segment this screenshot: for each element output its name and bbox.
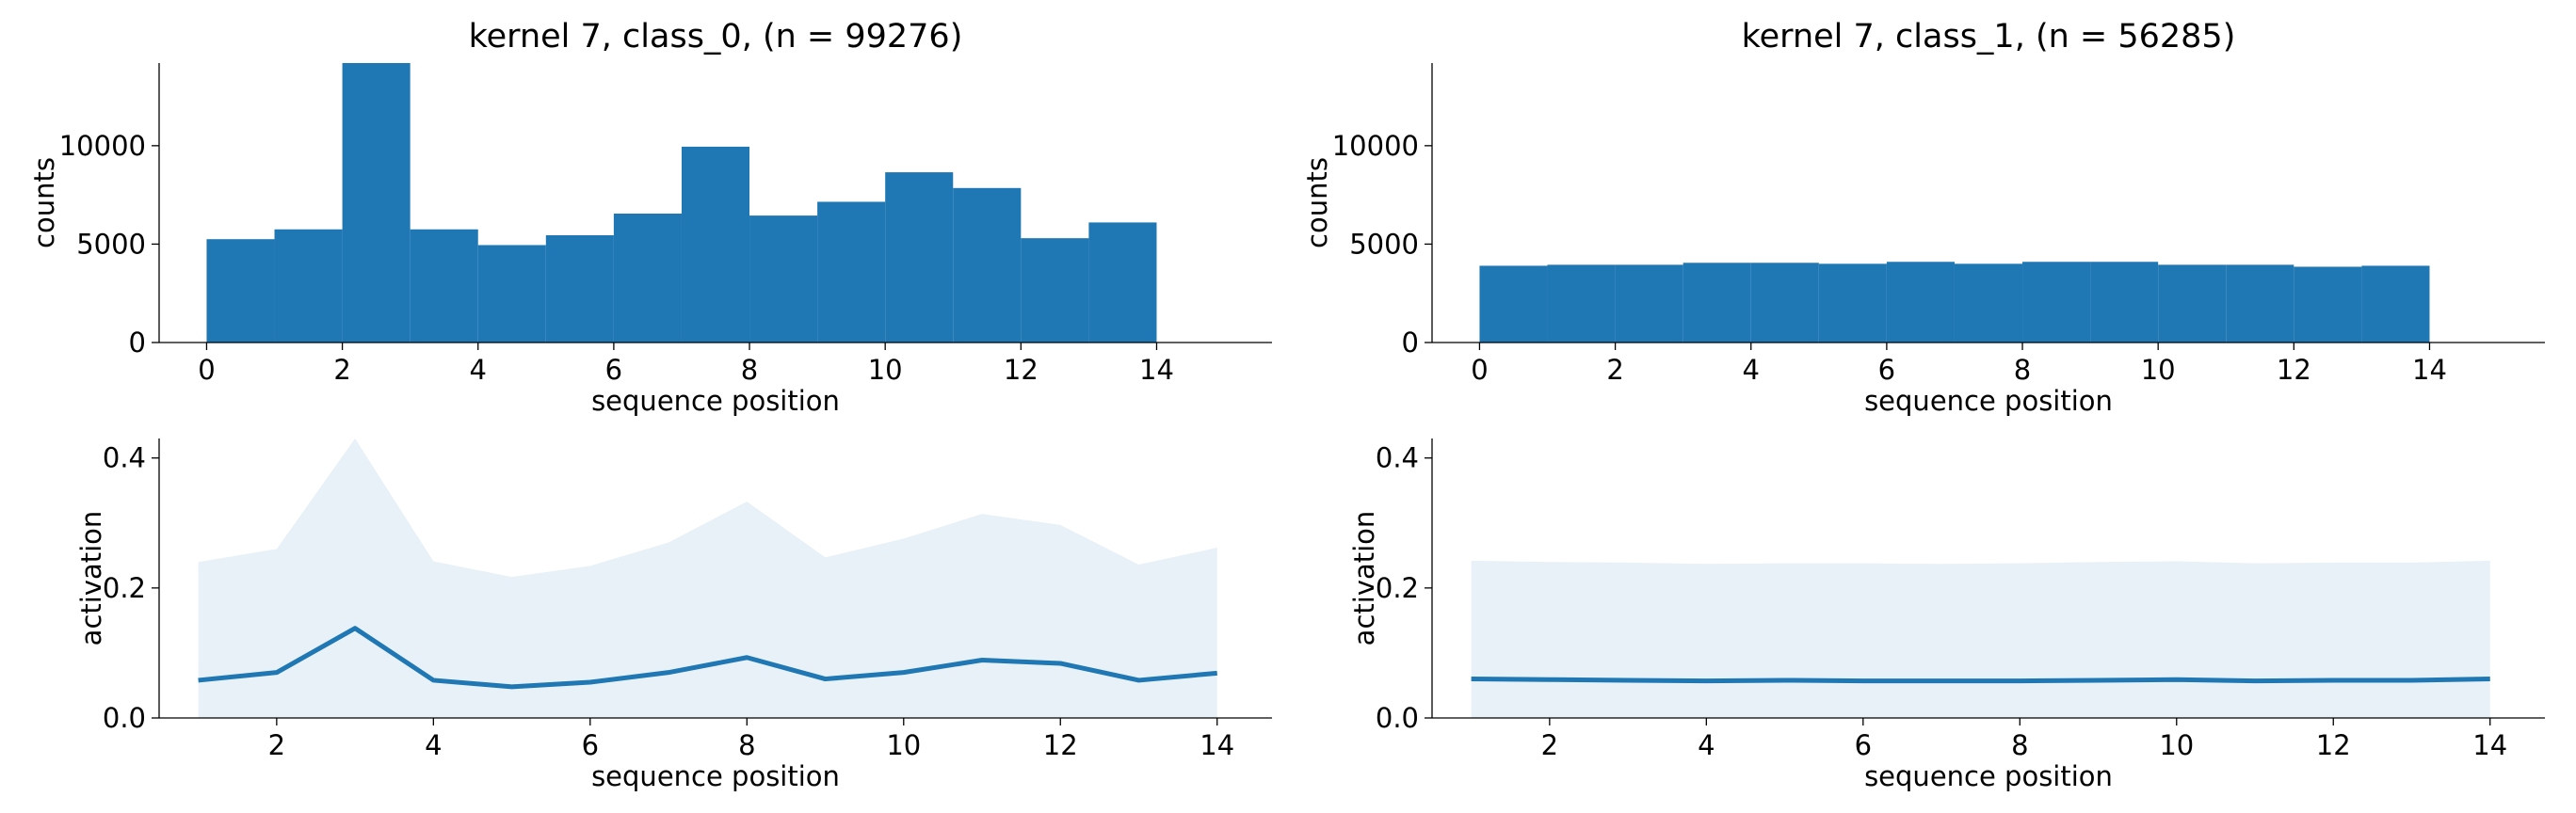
histogram-bar [613,214,682,343]
histogram-bar [681,146,750,343]
y-tick-label: 0.0 [1376,702,1419,734]
x-tick-label: 0 [198,354,215,386]
x-tick-label: 14 [1139,354,1174,386]
histogram-bar [885,172,954,343]
x-tick-label: 4 [470,354,487,386]
histogram-bar [1088,222,1157,343]
histogram-bar [2022,262,2091,343]
chart-title: kernel 7, class_0, (n = 99276) [469,18,963,56]
histogram-bar [2226,264,2294,343]
y-tick-label: 5000 [76,228,146,260]
histogram-bar [410,229,478,343]
histogram-bar [545,235,614,343]
y-tick-label: 0 [129,327,146,359]
y-axis-label: counts [1301,157,1333,248]
histogram-bar [2090,262,2159,343]
histogram-bar [274,229,343,343]
x-tick-label: 10 [2159,729,2194,761]
histogram-bar [1021,238,1089,343]
x-tick-label: 2 [333,354,350,386]
x-tick-label: 10 [2141,354,2176,386]
x-tick-label: 12 [1043,729,1078,761]
histogram-class0-panel: kernel 7, class_0, (n = 99276) 0 2 4 6 8 10 12 1… [28,18,1272,417]
histogram-bar [342,63,411,343]
x-tick-label: 4 [1743,354,1760,386]
activation-band [198,438,1217,718]
x-tick-label: 12 [1004,354,1038,386]
histogram-bar [1615,264,1683,343]
histogram-bar [206,239,275,343]
x-tick-label: 14 [2472,729,2507,761]
y-tick-label: 0.2 [1376,572,1419,604]
histogram-bar [1479,265,1548,343]
x-tick-label: 14 [1199,729,1234,761]
x-axis-label: sequence position [591,760,840,792]
y-tick-label: 0 [1402,327,1419,359]
x-tick-label: 14 [2412,354,2447,386]
x-tick-label: 6 [1878,354,1895,386]
x-tick-label: 10 [886,729,921,761]
x-axis-label: sequence position [1864,385,2113,417]
x-tick-label: 2 [1606,354,1623,386]
x-tick-label: 2 [1541,729,1558,761]
y-tick-label: 10000 [1332,130,1419,162]
y-tick-label: 0.2 [103,572,146,604]
y-tick-label: 0.0 [103,702,146,734]
x-tick-label: 8 [738,729,755,761]
histogram-bar [1682,263,1751,343]
x-tick-label: 2 [268,729,285,761]
y-tick-label: 5000 [1349,228,1419,260]
mean-activation-line [1471,677,2490,684]
histogram-bar [2294,266,2362,343]
x-axis-label: sequence position [1864,760,2113,792]
x-tick-label: 8 [2011,729,2028,761]
x-tick-label: 12 [2277,354,2311,386]
activation-class1-panel: 2 4 6 8 10 12 14 0.0 0.2 0.4 sequence position acti… [1348,438,2545,792]
histogram-bar [1818,263,1887,343]
y-axis-label: activation [75,511,107,646]
activation-band [1471,560,2490,718]
histogram-bar [1547,264,1616,343]
chart-title: kernel 7, class_1, (n = 56285) [1742,18,2236,56]
y-tick-label: 0.4 [1376,442,1419,474]
histogram-class1-panel: kernel 7, class_1, (n = 56285) 0 2 4 6 8 10 12 1… [1301,18,2545,417]
histogram-bar [1954,263,2023,343]
histogram-bar [477,245,546,343]
histogram-bar [953,187,1022,343]
x-tick-label: 0 [1471,354,1488,386]
x-tick-label: 10 [868,354,903,386]
x-tick-label: 4 [1698,729,1715,761]
histogram-bar [1750,263,1819,343]
x-tick-label: 6 [605,354,622,386]
histogram-bar [749,215,818,343]
x-tick-label: 6 [1855,729,1872,761]
x-tick-label: 8 [2014,354,2031,386]
y-tick-label: 10000 [59,130,146,162]
y-axis-label: counts [28,157,60,248]
x-tick-label: 8 [741,354,758,386]
x-tick-label: 12 [2316,729,2351,761]
x-tick-label: 4 [425,729,442,761]
mean-activation-line [198,626,1217,690]
x-tick-label: 6 [582,729,599,761]
histogram-bar [2158,264,2227,343]
y-tick-label: 0.4 [103,442,146,474]
activation-class0-panel: 2 4 6 8 10 12 14 0.0 0.2 0.4 sequence position acti… [75,438,1272,792]
histogram-bar [2361,265,2430,343]
histogram-bar [1886,262,1955,343]
histogram-bar [817,201,886,343]
y-axis-label: activation [1348,511,1380,646]
x-axis-label: sequence position [591,385,840,417]
